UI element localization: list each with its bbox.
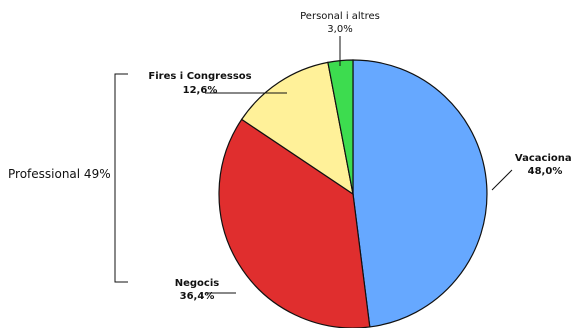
professional-group-label: Professional 49%	[8, 167, 111, 181]
leader-line-vacacional	[491, 169, 513, 191]
negocis-label: Negocis	[175, 278, 220, 289]
vacacional-value-label: 48,0%	[528, 166, 563, 177]
slice-vacacional	[352, 59, 488, 328]
professional-bracket	[114, 73, 120, 283]
slice-fires-i-congressos	[240, 61, 354, 196]
vacacional-label: Vacacional	[515, 153, 572, 164]
slice-negocis	[218, 118, 371, 328]
personal-value-label: 3,0%	[327, 24, 352, 35]
personal-label: Personal i altres	[300, 11, 380, 22]
negocis-value-label: 36,4%	[180, 291, 215, 302]
fires-value-label: 12,6%	[183, 85, 218, 96]
pie-slices	[218, 59, 488, 328]
fires-label: Fires i Congressos	[148, 71, 251, 82]
